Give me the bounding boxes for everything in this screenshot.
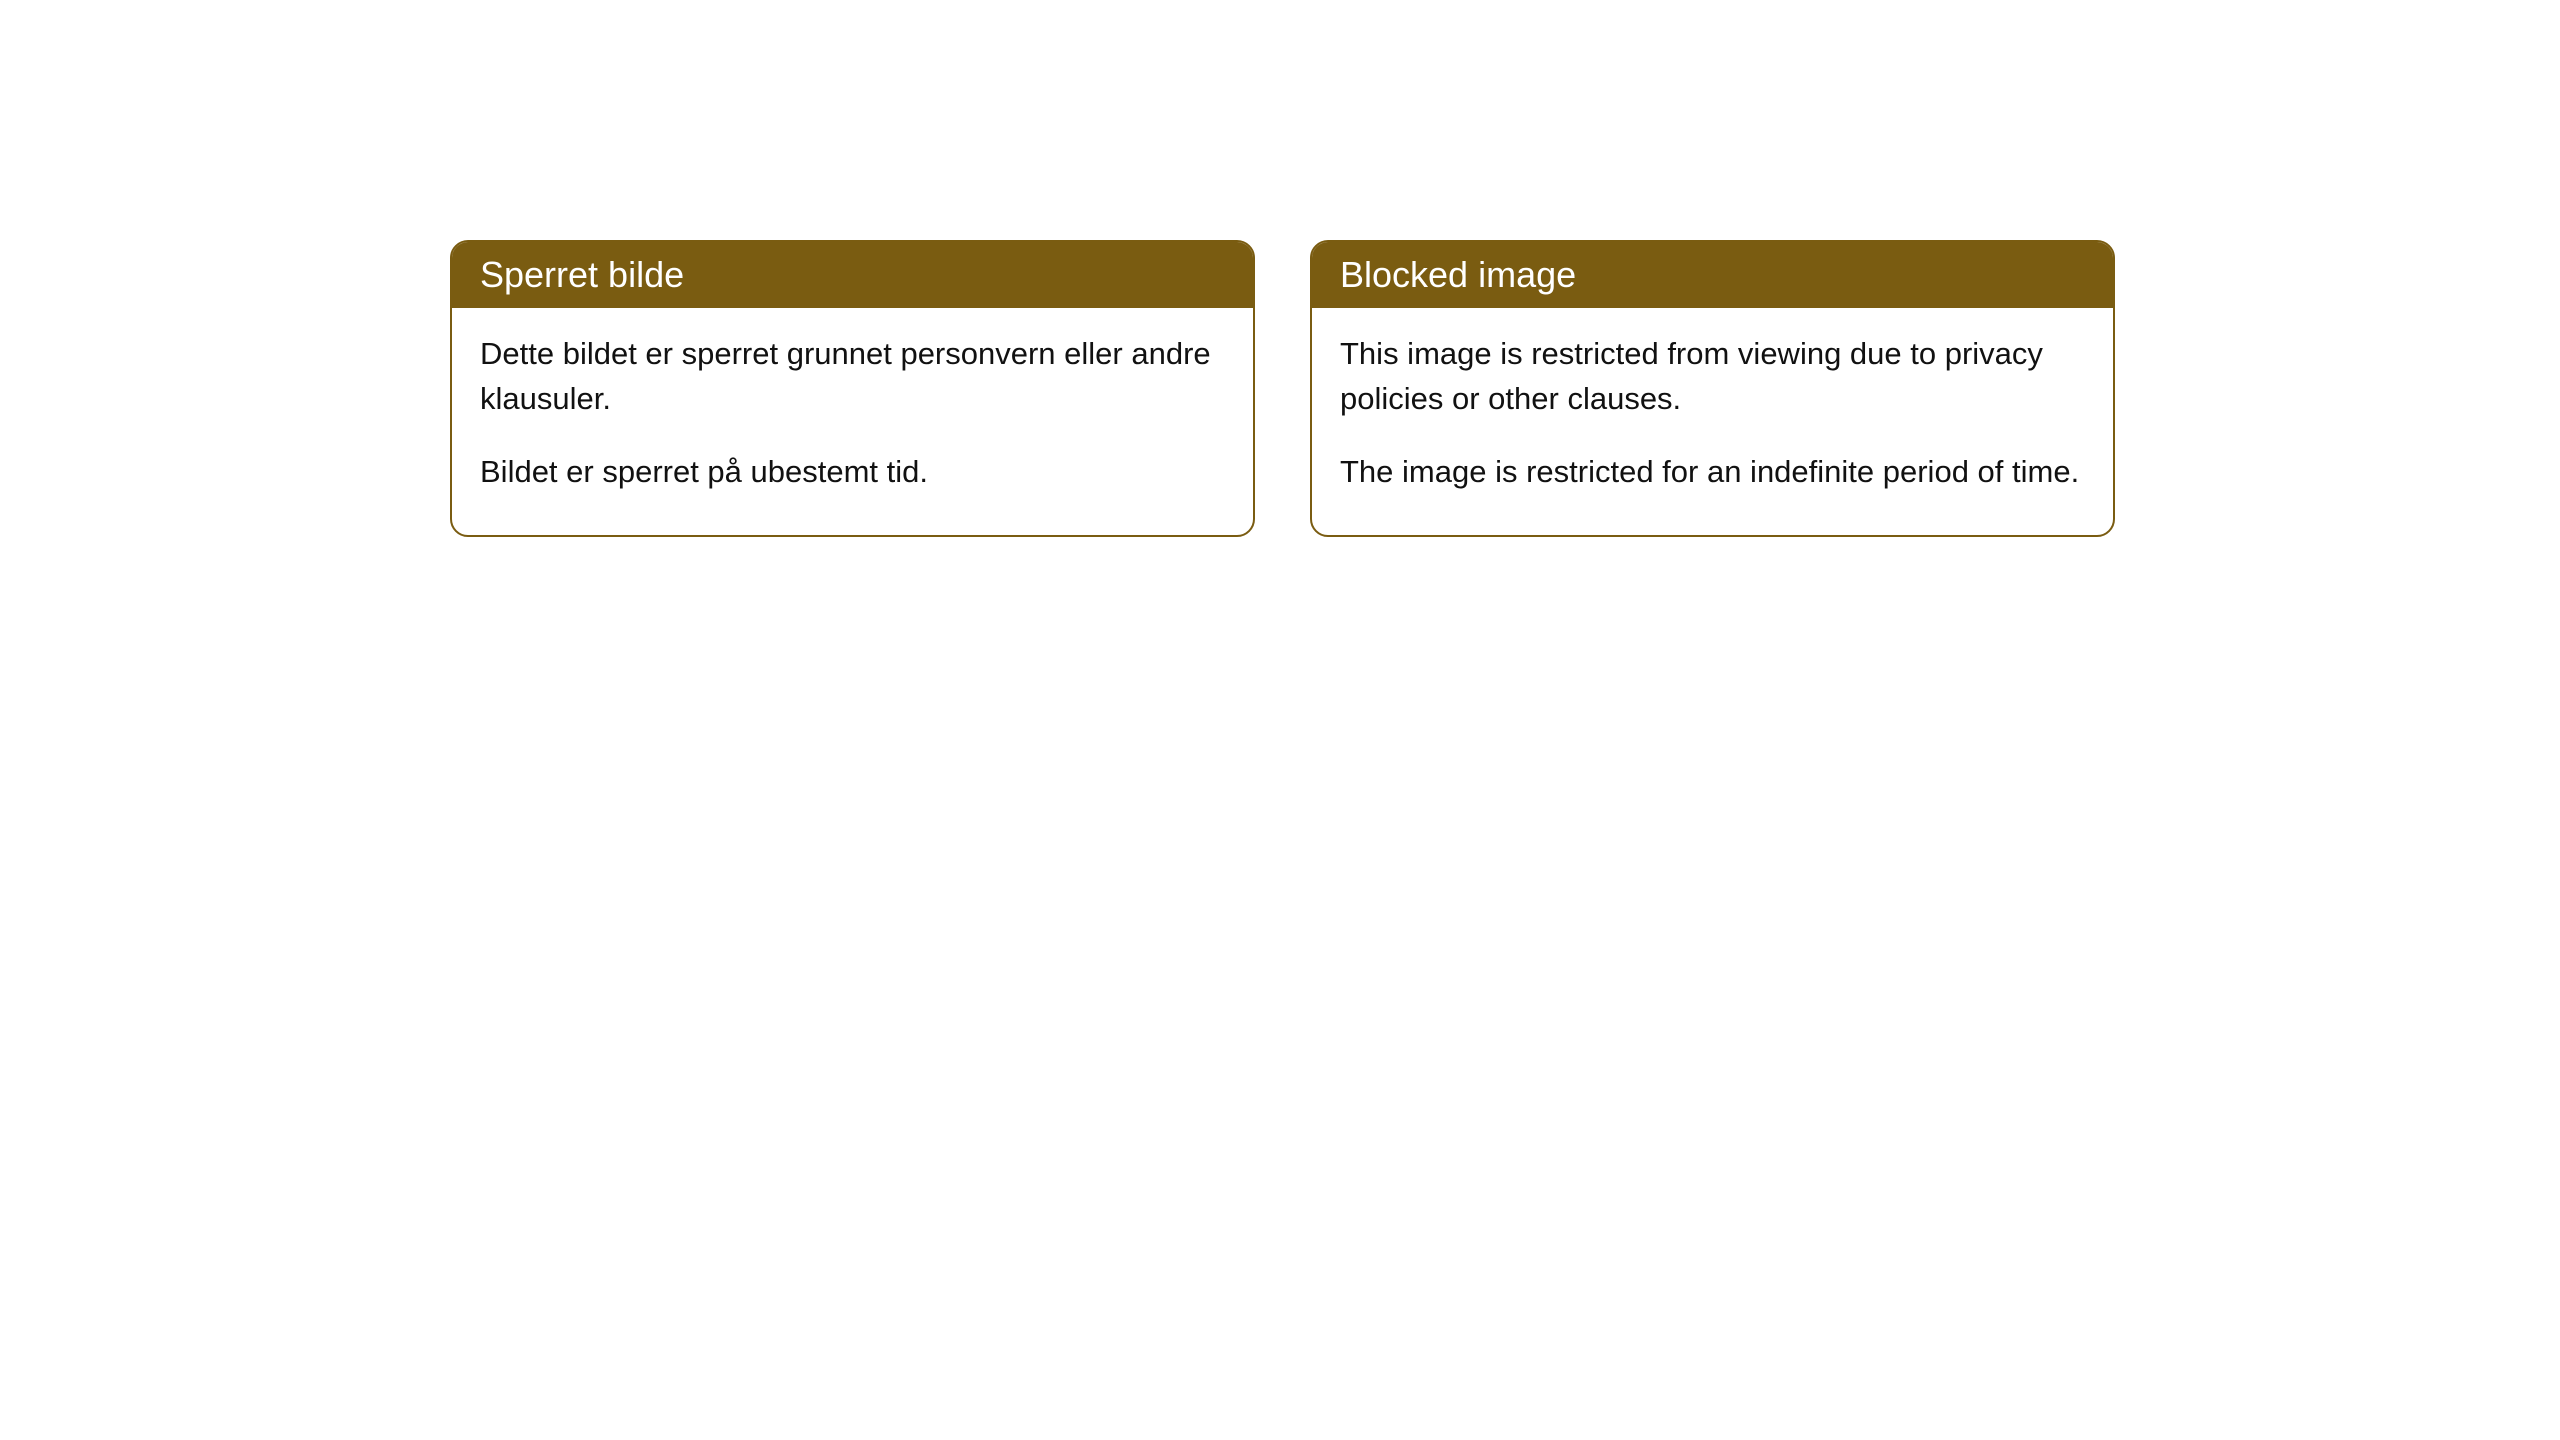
card-title: Sperret bilde (452, 242, 1253, 308)
card-body: Dette bildet er sperret grunnet personve… (452, 308, 1253, 535)
card-title: Blocked image (1312, 242, 2113, 308)
card-text: Dette bildet er sperret grunnet personve… (480, 332, 1225, 422)
card-text: This image is restricted from viewing du… (1340, 332, 2085, 422)
card-text: The image is restricted for an indefinit… (1340, 450, 2085, 495)
card-body: This image is restricted from viewing du… (1312, 308, 2113, 535)
card-text: Bildet er sperret på ubestemt tid. (480, 450, 1225, 495)
notice-cards-row: Sperret bilde Dette bildet er sperret gr… (450, 240, 2115, 537)
notice-card-english: Blocked image This image is restricted f… (1310, 240, 2115, 537)
notice-card-norwegian: Sperret bilde Dette bildet er sperret gr… (450, 240, 1255, 537)
